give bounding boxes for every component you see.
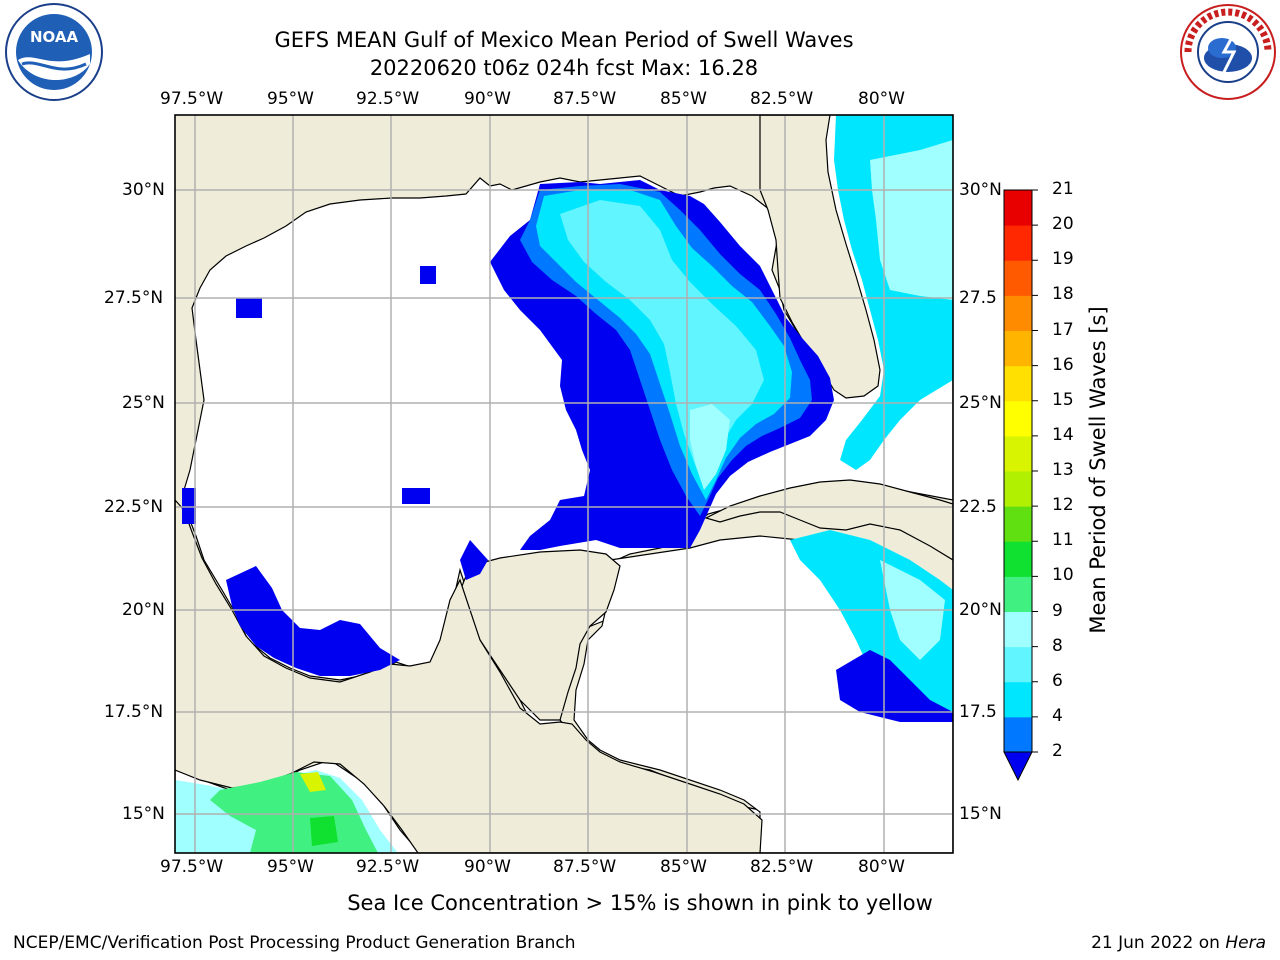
lon-label: 90°W [464, 89, 511, 109]
colorbar-segment [1004, 681, 1032, 718]
lon-label: 80°W [858, 857, 905, 877]
lat-label: 15°N [122, 804, 165, 824]
colorbar-extend-triangle [1003, 751, 1033, 782]
pacific-swell-yellow [300, 772, 326, 792]
map-subtitle: 20220620 t06z 024h fcst Max: 16.28 [369, 56, 759, 80]
colorbar-segment [1004, 541, 1032, 577]
lat-label: 17.5 [959, 702, 997, 722]
cuba [704, 479, 953, 561]
colorbar-segment [1004, 190, 1032, 226]
lat-label: 27.5 [959, 288, 997, 308]
colorbar-tick-label: 21 [1052, 179, 1074, 199]
lat-label: 20°N [122, 600, 165, 620]
machine-name: Hera [1225, 933, 1266, 953]
colorbar-tick-label: 9 [1052, 600, 1063, 621]
swell-patch-north [236, 298, 262, 318]
run-date: 21 Jun 2022 on Hera [1091, 933, 1266, 953]
graticule [175, 115, 953, 853]
lat-label: 22.5°N [104, 497, 164, 517]
colorbar-tick-label: 11 [1052, 530, 1074, 551]
map-frame [174, 114, 954, 854]
colorbar-tick-label: 16 [1052, 354, 1074, 375]
colorbar-segment [1004, 576, 1032, 612]
colorbar-segment [1004, 611, 1032, 648]
noaa-logo-text: NOAA [30, 28, 79, 46]
colorbar-segment [1004, 716, 1032, 753]
colorbar-segment [1004, 260, 1032, 296]
lon-label: 95°W [267, 857, 314, 877]
swell-patch-mid [420, 266, 436, 284]
florida [759, 115, 881, 399]
lat-label: 15°N [959, 804, 1002, 824]
lat-label: 30°N [959, 180, 1002, 200]
colorbar-tick-label: 10 [1052, 565, 1074, 586]
lon-label: 97.5°W [160, 89, 224, 109]
lat-label: 30°N [122, 180, 165, 200]
noaa-logo: NOAA [5, 3, 103, 101]
swell-band-west-gulf [226, 566, 400, 676]
lat-label: 25°N [122, 393, 165, 413]
lat-label: 27.5°N [104, 288, 164, 308]
colorbar-tick-label: 14 [1052, 424, 1074, 445]
lon-label: 92.5°W [356, 857, 420, 877]
swell-band-9to10-east [690, 404, 730, 490]
colorbar-segment [1004, 646, 1032, 683]
colorbar-tick-label: 6 [1052, 670, 1063, 691]
colorbar-tick-label: 15 [1052, 389, 1074, 410]
lon-label: 97.5°W [160, 857, 224, 877]
swell-band-atlantic-light [870, 140, 953, 300]
lat-label: 17.5°N [104, 702, 164, 722]
pacific-swell-darkgreen [310, 816, 338, 846]
swell-band-caribbean-dark [836, 650, 953, 722]
colorbar-tick-label: 19 [1052, 249, 1074, 270]
lon-label: 82.5°W [750, 857, 814, 877]
lon-label: 92.5°W [356, 89, 420, 109]
nws-logo [1180, 4, 1276, 100]
central-america [175, 499, 763, 853]
sea-ice-note: Sea Ice Concentration > 15% is shown in … [347, 891, 933, 915]
colorbar-label: Mean Period of Swell Waves [s] [1086, 306, 1110, 634]
colorbar-tick-label: 20 [1052, 214, 1074, 235]
run-date-text: 21 Jun 2022 on [1091, 933, 1220, 953]
colorbar [1003, 189, 1038, 782]
lat-label: 20°N [959, 600, 1002, 620]
credit-text: NCEP/EMC/Verification Post Processing Pr… [13, 933, 576, 953]
swell-patch-west [182, 488, 196, 524]
colorbar-segment [1004, 435, 1032, 472]
lat-label: 25°N [959, 393, 1002, 413]
colorbar-segment [1004, 330, 1032, 367]
colorbar-tick-label: 2 [1052, 741, 1063, 761]
swell-patch-campeche [460, 540, 488, 580]
swell-patch-center [402, 488, 430, 504]
colorbar-segment [1004, 365, 1032, 402]
colorbar-tick-label: 12 [1052, 495, 1074, 516]
lon-label: 90°W [464, 857, 511, 877]
lon-label: 87.5°W [553, 857, 617, 877]
lon-label: 85°W [660, 857, 707, 877]
colorbar-tick-label: 8 [1052, 635, 1063, 656]
colorbar-segment [1004, 225, 1032, 261]
colorbar-tick-label: 18 [1052, 284, 1074, 305]
lon-label: 87.5°W [553, 89, 617, 109]
lon-label: 95°W [267, 89, 314, 109]
lat-label: 22.5 [959, 497, 997, 517]
lon-label: 80°W [858, 89, 905, 109]
colorbar-tick-label: 4 [1052, 705, 1063, 726]
lon-label: 85°W [660, 89, 707, 109]
map-title: GEFS MEAN Gulf of Mexico Mean Period of … [274, 28, 854, 52]
colorbar-tick-label: 17 [1052, 319, 1074, 340]
colorbar-segment [1004, 506, 1032, 542]
colorbar-tick-label: 13 [1052, 460, 1074, 480]
colorbar-segment [1004, 471, 1032, 507]
colorbar-segment [1004, 400, 1032, 437]
colorbar-segment [1004, 295, 1032, 331]
lon-label: 82.5°W [750, 89, 814, 109]
